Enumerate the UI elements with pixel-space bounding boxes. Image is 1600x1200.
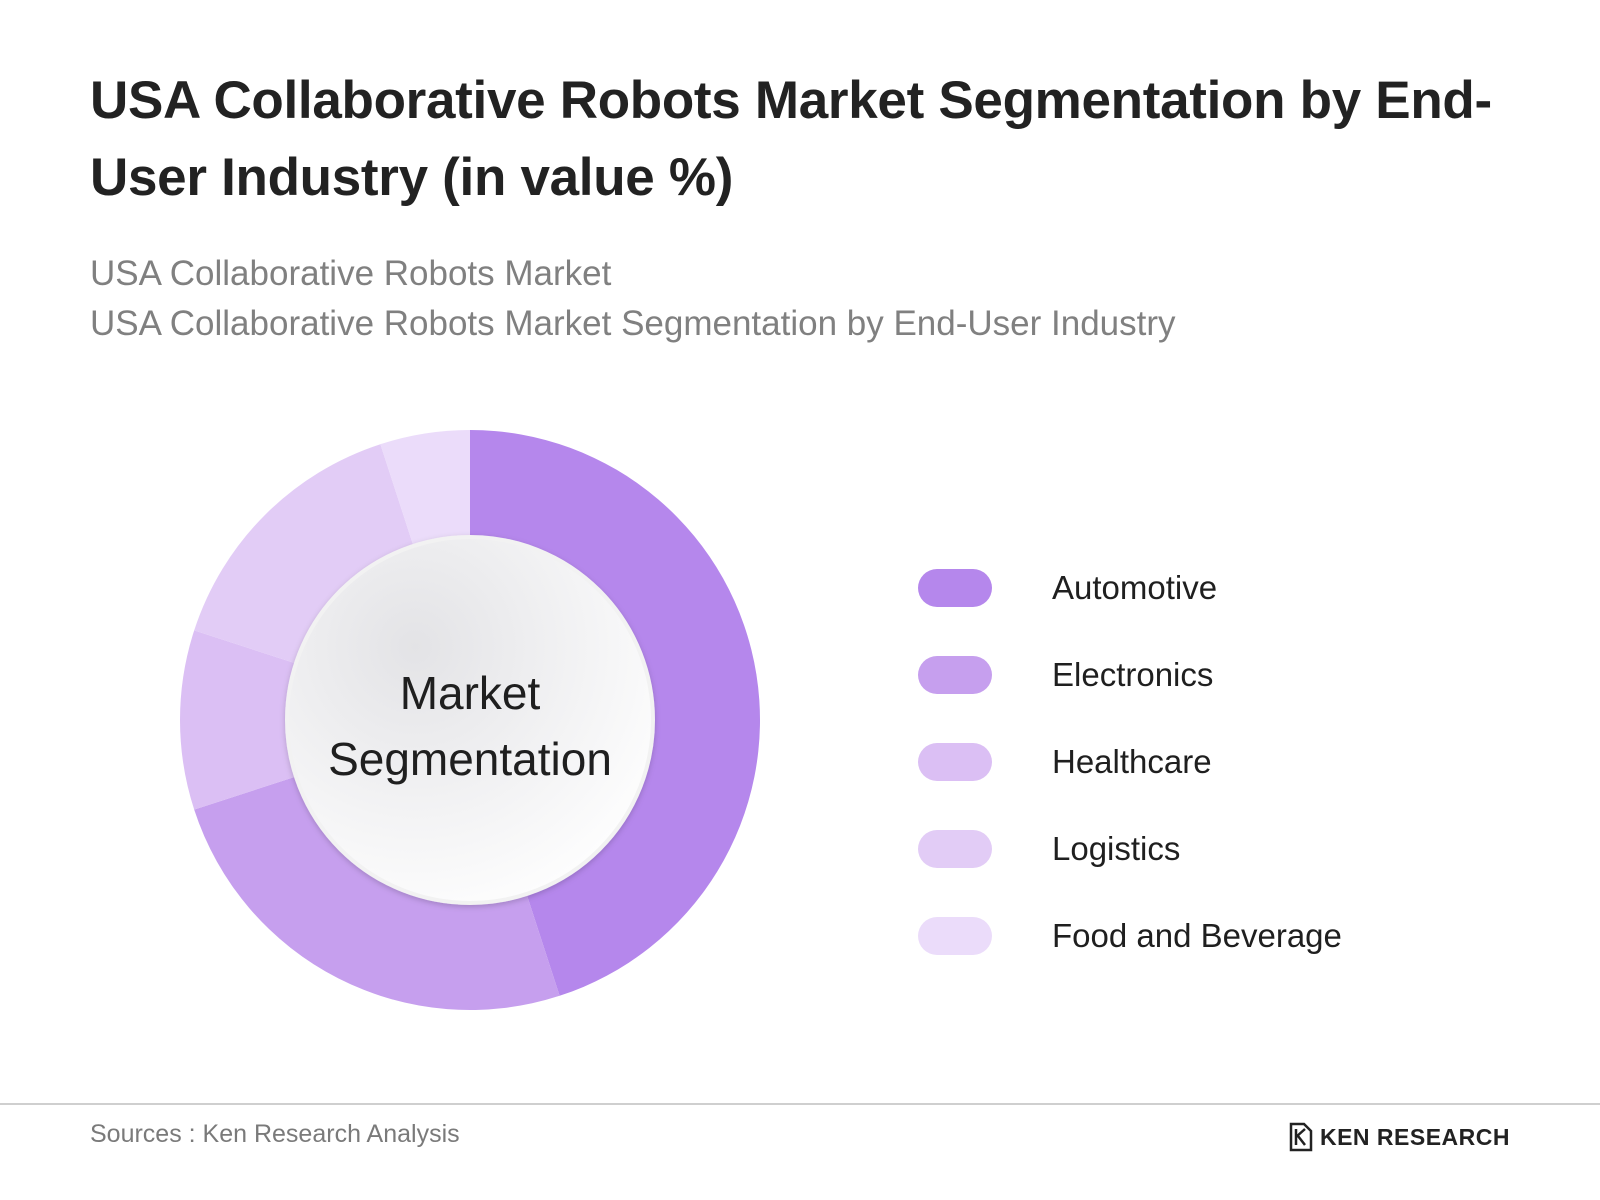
legend-item-logistics: Logistics <box>918 827 1342 871</box>
brand-name: KEN RESEARCH <box>1319 1123 1510 1150</box>
legend-label: Healthcare <box>1052 743 1212 780</box>
chart-title: USA Collaborative Robots Market Segmenta… <box>90 71 1492 207</box>
legend-label: Food and Beverage <box>1052 917 1342 954</box>
legend-swatch <box>918 743 992 781</box>
footer-divider <box>0 1103 1600 1105</box>
legend-swatch <box>918 656 992 694</box>
subtitle-line-2: USA Collaborative Robots Market Segmenta… <box>90 304 1176 343</box>
legend-swatch <box>918 917 992 955</box>
legend-item-food-and-beverage: Food and Beverage <box>918 914 1342 958</box>
subtitle-line-1: USA Collaborative Robots Market <box>90 254 612 293</box>
brand-logo: KEN RESEARCH <box>1288 1122 1510 1152</box>
legend-label: Automotive <box>1052 569 1218 606</box>
donut-chart <box>180 430 760 1010</box>
legend-item-healthcare: Healthcare <box>918 740 1342 784</box>
legend-label: Logistics <box>1052 830 1181 867</box>
ken-research-logo-icon <box>1289 1122 1313 1152</box>
legend-label: Electronics <box>1052 656 1214 693</box>
donut-center <box>285 535 655 905</box>
legend-swatch <box>918 830 992 868</box>
legend-item-automotive: Automotive <box>918 566 1342 610</box>
donut-center-label: Market Segmentation <box>290 660 650 792</box>
legend-swatch <box>918 569 992 607</box>
center-label-line-1: Market <box>399 667 541 719</box>
legend-item-electronics: Electronics <box>918 653 1342 697</box>
source-note: Sources : Ken Research Analysis <box>90 1120 460 1148</box>
center-label-line-2: Segmentation <box>328 733 612 785</box>
chart-legend: Automotive Electronics Healthcare Logist… <box>918 566 1342 1001</box>
